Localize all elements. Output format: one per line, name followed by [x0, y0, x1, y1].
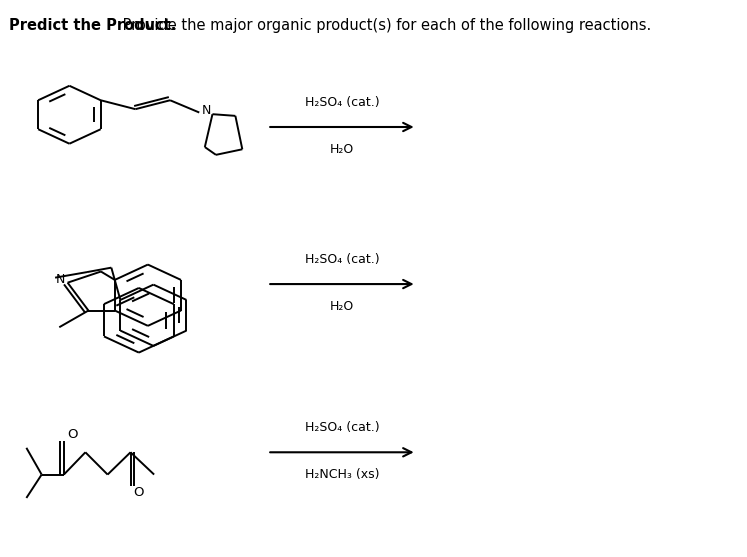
Text: H₂NCH₃ (xs): H₂NCH₃ (xs) — [305, 468, 379, 481]
Text: H₂SO₄ (cat.): H₂SO₄ (cat.) — [305, 253, 379, 266]
Text: H₂SO₄ (cat.): H₂SO₄ (cat.) — [305, 96, 379, 109]
Text: Provide the major organic product(s) for each of the following reactions.: Provide the major organic product(s) for… — [118, 18, 651, 33]
Text: H₂O: H₂O — [329, 300, 354, 312]
Text: N: N — [202, 104, 211, 118]
Text: Predict the Product.: Predict the Product. — [9, 18, 176, 33]
Text: O: O — [134, 486, 144, 499]
Text: O: O — [67, 428, 78, 441]
Text: N: N — [56, 273, 65, 286]
Text: H₂SO₄ (cat.): H₂SO₄ (cat.) — [305, 422, 379, 434]
Text: H₂O: H₂O — [329, 143, 354, 155]
